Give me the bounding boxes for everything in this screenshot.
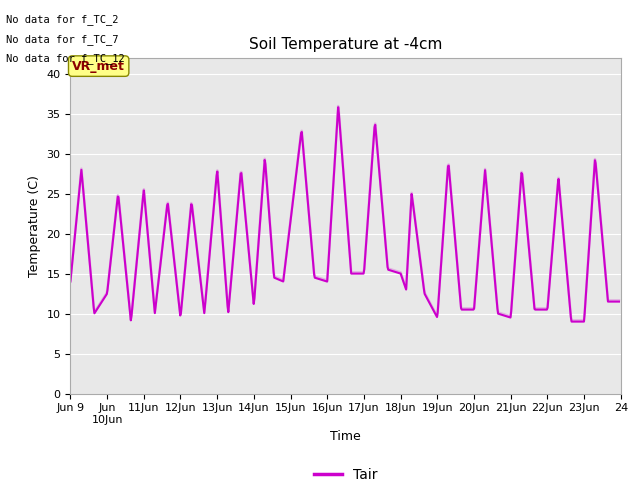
Title: Soil Temperature at -4cm: Soil Temperature at -4cm <box>249 37 442 52</box>
Legend: Tair: Tair <box>308 462 383 480</box>
Text: No data for f_TC_7: No data for f_TC_7 <box>6 34 119 45</box>
X-axis label: Time: Time <box>330 431 361 444</box>
Text: VR_met: VR_met <box>72 60 125 72</box>
Text: No data for f_TC_2: No data for f_TC_2 <box>6 14 119 25</box>
Y-axis label: Temperature (C): Temperature (C) <box>28 175 41 276</box>
Text: No data for f_TC_12: No data for f_TC_12 <box>6 53 125 64</box>
